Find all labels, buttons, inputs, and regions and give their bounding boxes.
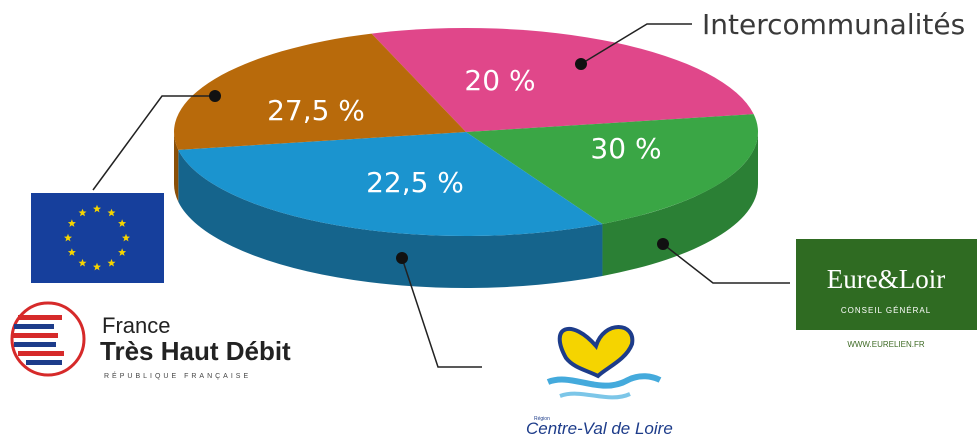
eu-star: [78, 208, 87, 217]
leader-line-intercommunalites: [575, 23, 692, 70]
eu-star: [64, 233, 72, 242]
slice-label-region: 22,5 %: [366, 166, 464, 199]
pie-slice-eu: [371, 28, 754, 133]
eu-star: [93, 262, 101, 271]
eu-flag-logo: [31, 193, 164, 283]
france-thd-emblem: [10, 301, 86, 377]
eu-star: [118, 219, 127, 227]
pie-slice-region: [174, 33, 466, 150]
france-thd-line1: France: [102, 313, 170, 338]
centre-val-de-loire-logo: Région Centre-Val de Loire: [526, 325, 673, 438]
eure-loir-title: Eure&Loir: [827, 264, 945, 294]
pie-tops: [174, 28, 758, 236]
pie-side-eure-loir: [178, 149, 603, 288]
eu-star: [122, 233, 130, 242]
eu-star: [67, 248, 76, 256]
pie-side-region: [174, 132, 179, 202]
france-thd-logo: France Très Haut Débit RÉPUBLIQUE FRANÇA…: [10, 301, 291, 380]
slice-label-eu: 27,5 %: [267, 94, 365, 127]
cvl-small-text: Région: [534, 416, 550, 422]
eu-star: [93, 204, 101, 213]
eu-star: [118, 248, 127, 256]
eu-star: [107, 258, 116, 267]
france-thd-line3: RÉPUBLIQUE FRANÇAISE: [104, 371, 251, 380]
eu-stars: [64, 204, 130, 271]
slice-label-eure-loir: 30 %: [590, 132, 661, 165]
eu-star: [107, 208, 116, 217]
eu-star: [78, 258, 87, 267]
pie-slice-eure-loir: [178, 132, 603, 236]
leader-line-eu: [92, 90, 221, 191]
eure-loir-logo: Eure&Loir CONSEIL GÉNÉRAL WWW.EURELIEN.F…: [796, 239, 977, 349]
eu-star: [67, 219, 76, 227]
slice-label-intercommunalites: 20 %: [464, 64, 535, 97]
leader-line-eure-loir: [657, 238, 790, 284]
pie-slice-intercommunalites: [466, 114, 758, 224]
eure-loir-url: WWW.EURELIEN.FR: [847, 340, 925, 349]
leader-line-region: [396, 252, 482, 368]
pie-sides: [174, 132, 758, 288]
pie-side-intercommunalites: [602, 132, 758, 276]
eure-loir-subtitle: CONSEIL GÉNÉRAL: [841, 306, 931, 315]
cvl-name: Centre-Val de Loire: [526, 419, 673, 438]
france-thd-line2: Très Haut Débit: [100, 336, 291, 366]
callout-intercommunalites: Intercommunalités: [702, 8, 965, 41]
